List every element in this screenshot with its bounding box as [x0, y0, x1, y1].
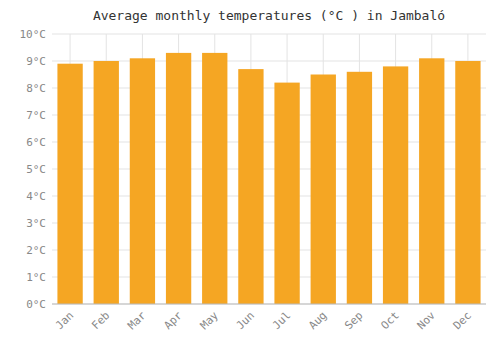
x-tick-label: Oct	[378, 309, 401, 332]
x-tick-label: Jul	[270, 309, 293, 332]
y-grid-line	[52, 304, 486, 305]
page: {"chart_data": {"type": "bar", "title": …	[0, 0, 500, 350]
x-tick-label: May	[198, 309, 222, 333]
title: Average monthly temperatures (°C ) in Ja…	[93, 8, 445, 23]
y-tick-label: 4°C	[26, 190, 46, 203]
y-tick-label: 8°C	[26, 82, 46, 95]
bar	[347, 72, 372, 304]
y-tick-label: 6°C	[26, 136, 46, 149]
bars	[57, 53, 480, 304]
y-tick-label: 3°C	[26, 217, 46, 230]
chart: Average monthly temperatures (°C ) in Ja…	[0, 0, 500, 350]
x-tick-label: Jan	[53, 309, 76, 332]
bar	[419, 58, 444, 304]
y-grid-line	[52, 34, 486, 35]
bar	[383, 66, 408, 304]
y-tick-label: 10°C	[20, 28, 47, 41]
bar	[238, 69, 263, 304]
x-tick-label: Mar	[125, 309, 149, 333]
bar	[94, 61, 119, 304]
y-tick-label: 2°C	[26, 244, 46, 257]
x-axis-line	[52, 304, 486, 305]
x-tick-label: Aug	[306, 309, 329, 332]
bar	[130, 58, 155, 304]
bar	[57, 64, 82, 304]
bar	[166, 53, 191, 304]
y-tick-label: 9°C	[26, 55, 46, 68]
bar	[311, 75, 336, 305]
y-tick-label: 5°C	[26, 163, 46, 176]
y-tick-label: 0°C	[26, 298, 46, 311]
x-tick-label: Feb	[89, 309, 112, 332]
x-tick-label: Sep	[342, 309, 365, 332]
y-tick-label: 1°C	[26, 271, 46, 284]
bar	[202, 53, 227, 304]
grid	[52, 34, 486, 304]
x-tick-label: Jun	[234, 309, 257, 332]
bar	[274, 83, 299, 304]
x-tick-label: Dec	[451, 309, 474, 332]
x-tick-label: Nov	[415, 309, 439, 333]
x-tick-label: Apr	[161, 309, 185, 333]
bar	[455, 61, 480, 304]
y-tick-label: 7°C	[26, 109, 46, 122]
